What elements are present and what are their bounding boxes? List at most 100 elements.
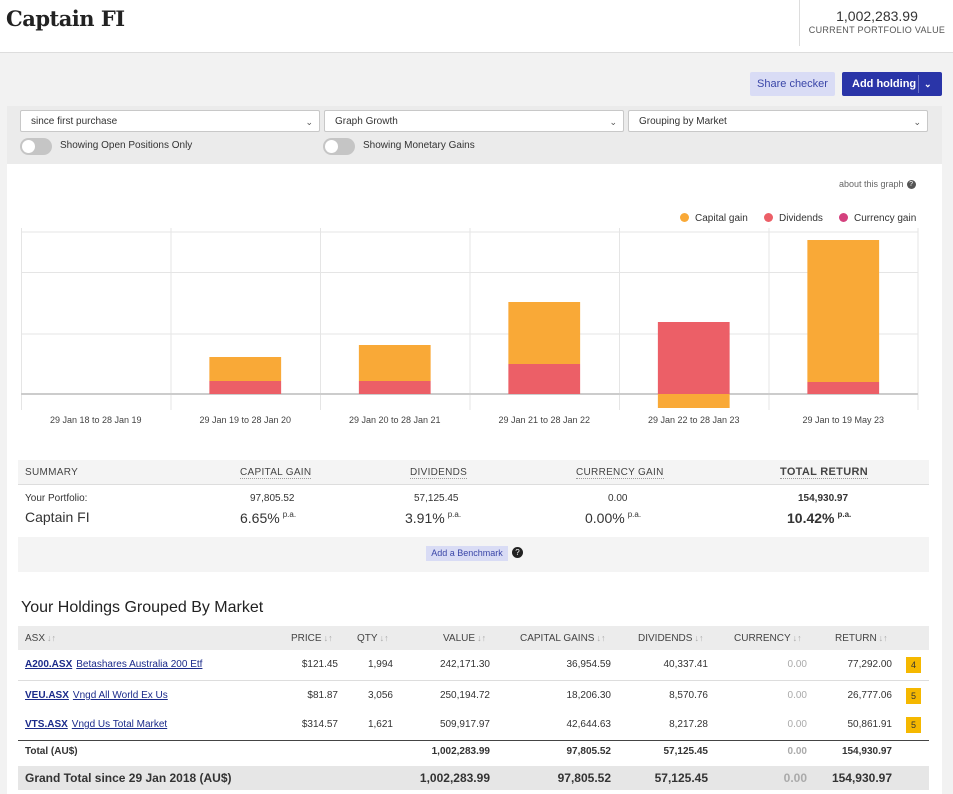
holding-code-link[interactable]: VEU.ASX <box>25 690 69 701</box>
holdings-title: Your Holdings Grouped By Market <box>21 599 264 616</box>
sort-icon: ↓↑ <box>477 633 487 643</box>
graph-type-select-value: Graph Growth <box>335 116 398 127</box>
legend-label: Currency gain <box>854 213 917 224</box>
performance-card: about this graph? Capital gain Dividends… <box>7 164 942 794</box>
toggle-knob <box>22 140 35 153</box>
currency-gain-pct-value: 0.00% <box>585 510 625 526</box>
grand-total-return: 154,930.97 <box>831 771 892 785</box>
rating-badge[interactable]: 4 <box>906 657 921 673</box>
portfolio-name[interactable]: Captain FI <box>6 6 125 31</box>
currency-gain-pct: 0.00% p.a. <box>585 510 641 526</box>
currency-gain-heading[interactable]: CURRENCY GAIN <box>576 467 664 479</box>
total-currency: 0.00 <box>787 746 807 757</box>
filter-bar: since first purchase ⌄ Graph Growth ⌄ Gr… <box>7 106 942 164</box>
value-cell: 509,917.97 <box>439 719 490 730</box>
total-return-pct: 10.42% p.a. <box>787 510 851 526</box>
capital-gain-heading[interactable]: CAPITAL GAIN <box>240 467 312 479</box>
capital-gain-value: 97,805.52 <box>250 493 295 504</box>
grand-total-dividends: 57,125.45 <box>654 771 708 785</box>
chevron-down-icon: ⌄ <box>305 117 313 127</box>
add-holding-button[interactable]: Add holding ⌄ <box>842 72 942 96</box>
your-portfolio-label: Your Portfolio: <box>25 493 88 504</box>
open-positions-toggle[interactable] <box>20 138 52 155</box>
legend-currency-gain[interactable]: Currency gain <box>839 213 916 224</box>
help-icon: ? <box>906 180 916 190</box>
x-tick-label: 29 Jan 19 to 28 Jan 20 <box>199 415 291 425</box>
total-return-heading[interactable]: TOTAL RETURN <box>780 466 868 479</box>
capital-gains-cell: 36,954.59 <box>566 659 612 670</box>
bar-dividends <box>209 381 282 394</box>
table-row[interactable]: VEU.ASX Vngd All World Ex Us $81.87 3,056… <box>18 681 929 712</box>
bar-dividends <box>358 381 431 394</box>
legend-label: Dividends <box>779 213 823 224</box>
value-cell: 250,194.72 <box>439 690 490 701</box>
period-select[interactable]: since first purchase ⌄ <box>20 110 320 132</box>
monetary-gains-toggle[interactable] <box>323 138 355 155</box>
column-label: CAPITAL GAINS <box>520 633 595 644</box>
holding-cell: VEU.ASX Vngd All World Ex Us <box>25 690 168 701</box>
column-market[interactable]: ASX ↓↑ <box>25 633 56 644</box>
bar-dividends <box>807 382 880 394</box>
qty-cell: 3,056 <box>367 690 393 701</box>
summary-header: SUMMARY CAPITAL GAIN DIVIDENDS CURRENCY … <box>18 460 929 485</box>
chevron-down-icon[interactable]: ⌄ <box>924 79 932 89</box>
column-label: PRICE <box>291 633 322 644</box>
table-row[interactable]: A200.ASX Betashares Australia 200 Etf $12… <box>18 650 929 681</box>
x-tick-label: 29 Jan 18 to 28 Jan 19 <box>50 415 142 425</box>
column-qty[interactable]: QTY ↓↑ <box>357 633 389 644</box>
growth-chart: 29 Jan 18 to 28 Jan 19 29 Jan 19 to 28 Ja… <box>21 228 919 425</box>
column-dividends[interactable]: DIVIDENDS ↓↑ <box>638 633 703 644</box>
dividends-heading[interactable]: DIVIDENDS <box>410 467 468 479</box>
qty-cell: 1,621 <box>367 719 393 730</box>
legend-dot <box>764 213 773 222</box>
legend-dot <box>680 213 689 222</box>
total-label: Total (AU$) <box>25 746 78 757</box>
column-label: QTY <box>357 633 378 644</box>
table-row[interactable]: VTS.ASX Vngd Us Total Market $314.57 1,62… <box>18 710 929 741</box>
column-capital-gains[interactable]: CAPITAL GAINS ↓↑ <box>520 633 605 644</box>
holding-name-link[interactable]: Vngd Us Total Market <box>71 719 168 730</box>
column-price[interactable]: PRICE ↓↑ <box>291 633 333 644</box>
capital-gain-pct: 6.65% p.a. <box>240 510 296 526</box>
monetary-gains-label: Showing Monetary Gains <box>363 140 475 151</box>
grouping-select[interactable]: Grouping by Market ⌄ <box>628 110 928 132</box>
qty-cell: 1,994 <box>367 659 393 670</box>
column-value[interactable]: VALUE ↓↑ <box>443 633 486 644</box>
legend-capital-gain[interactable]: Capital gain <box>680 213 748 224</box>
return-cell: 26,777.06 <box>847 690 893 701</box>
holding-code-link[interactable]: A200.ASX <box>25 659 73 670</box>
total-dividends: 57,125.45 <box>663 746 709 757</box>
holding-name-link[interactable]: Betashares Australia 200 Etf <box>76 659 203 670</box>
grand-total-label: Grand Total since 29 Jan 2018 (AU$) <box>25 771 232 785</box>
bar-capital-gain <box>209 357 282 381</box>
portfolio-value: 1,002,283.99 <box>836 8 918 24</box>
holding-cell: VTS.ASX Vngd Us Total Market <box>25 719 167 730</box>
rating-badge[interactable]: 5 <box>906 688 921 704</box>
graph-type-select[interactable]: Graph Growth ⌄ <box>324 110 624 132</box>
portfolio-name-label: Captain FI <box>25 509 90 525</box>
column-currency[interactable]: CURRENCY ↓↑ <box>734 633 802 644</box>
dividends-pct: 3.91% p.a. <box>405 510 461 526</box>
holding-name-link[interactable]: Vngd All World Ex Us <box>72 690 168 701</box>
share-checker-button[interactable]: Share checker <box>750 72 835 96</box>
dividends-cell: 40,337.41 <box>663 659 709 670</box>
holding-cell: A200.ASX Betashares Australia 200 Etf <box>25 659 202 670</box>
currency-cell: 0.00 <box>787 690 807 701</box>
help-icon[interactable]: ? <box>512 547 523 558</box>
holding-code-link[interactable]: VTS.ASX <box>25 719 68 730</box>
pa-label: p.a. <box>282 510 297 520</box>
grand-total-row: Grand Total since 29 Jan 2018 (AU$) 1,00… <box>18 766 929 790</box>
portfolio-value-panel: 1,002,283.99 CURRENT PORTFOLIO VALUE <box>799 0 953 46</box>
about-graph-link[interactable]: about this graph? <box>839 179 916 190</box>
button-divider <box>918 75 919 93</box>
legend-dividends[interactable]: Dividends <box>764 213 823 224</box>
bar-capital-gain <box>508 302 581 364</box>
capital-gains-cell: 42,644.63 <box>566 719 612 730</box>
column-label: CURRENCY <box>734 633 791 644</box>
add-benchmark-button[interactable]: Add a Benchmark <box>426 546 508 561</box>
top-bar: Captain FI 1,002,283.99 CURRENT PORTFOLI… <box>0 0 953 53</box>
column-return[interactable]: RETURN ↓↑ <box>835 633 888 644</box>
capital-gains-cell: 18,206.30 <box>566 690 612 701</box>
sort-icon: ↓↑ <box>694 633 704 643</box>
rating-badge[interactable]: 5 <box>906 717 921 733</box>
